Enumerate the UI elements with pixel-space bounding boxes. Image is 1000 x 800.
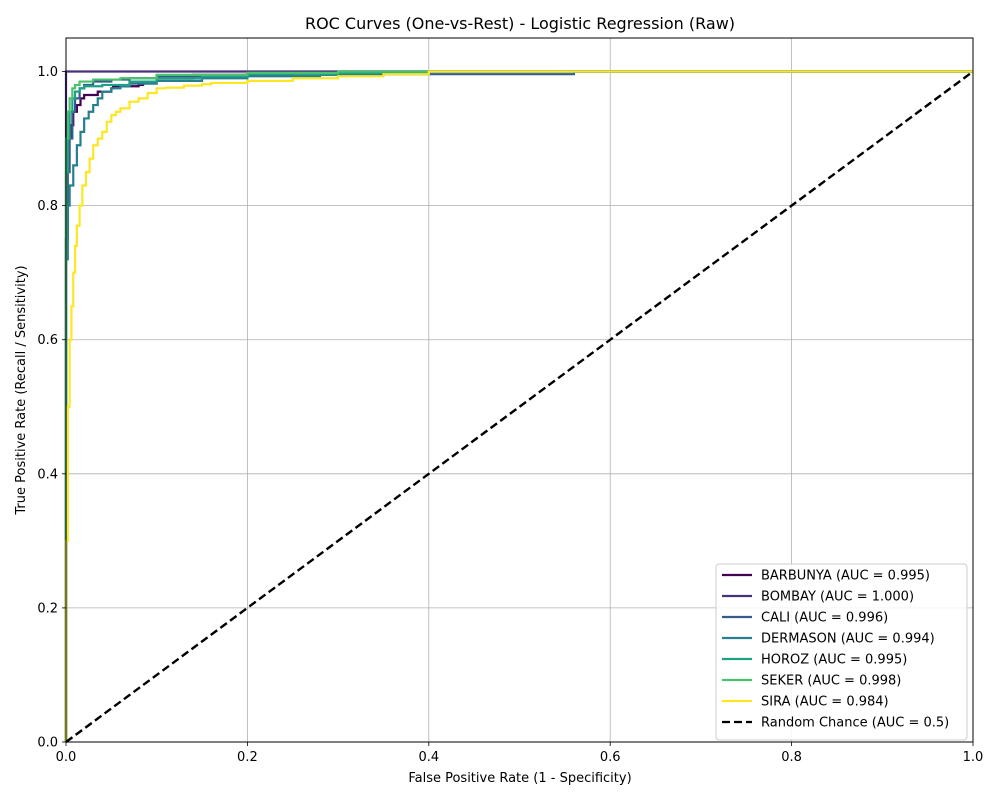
x-tick-label: 0.0 <box>56 750 77 765</box>
x-tick-label: 0.4 <box>418 750 439 765</box>
plot-frame <box>65 37 974 743</box>
legend-label: DERMASON (AUC = 0.994) <box>761 632 935 647</box>
series-line-6 <box>64 70 973 742</box>
y-tick-label: 0.8 <box>37 199 58 214</box>
legend-label: Random Chance (AUC = 0.5) <box>761 716 949 731</box>
y-tick-label: 0.4 <box>37 467 58 482</box>
y-tick-label: 0.6 <box>37 333 58 348</box>
legend-box <box>715 563 968 741</box>
series-line-3 <box>64 70 973 742</box>
series-line-7 <box>65 70 974 743</box>
grid <box>65 38 974 743</box>
y-axis-title: True Positive Rate (Recall / Sensitivity… <box>14 265 29 515</box>
axis-ticks: 0.0 0.2 0.4 0.6 0.8 1.0 0.0 0.2 0.4 0.6 0.8 1.0 <box>37 65 983 765</box>
chart-title: ROC Curves (One-vs-Rest) - Logistic Regr… <box>305 14 735 33</box>
x-axis-title: False Positive Rate (1 - Specificity) <box>408 771 631 786</box>
legend-label: BOMBAY (AUC = 1.000) <box>761 590 914 605</box>
x-tick-label: 0.6 <box>600 750 621 765</box>
y-tick-label: 1.0 <box>37 65 58 80</box>
legend-label: SIRA (AUC = 0.984) <box>761 695 889 710</box>
y-tick-label: 0.2 <box>37 601 58 616</box>
series-line-4 <box>64 70 973 742</box>
legend-label: BARBUNYA (AUC = 0.995) <box>761 569 930 584</box>
series-line-5 <box>64 70 973 742</box>
y-tick-label: 0.0 <box>37 736 58 751</box>
legend-label: HOROZ (AUC = 0.995) <box>761 653 907 668</box>
x-tick-label: 0.2 <box>237 750 258 765</box>
x-tick-label: 0.8 <box>781 750 802 765</box>
legend-label: CALI (AUC = 0.996) <box>761 611 888 626</box>
x-tick-label: 1.0 <box>963 750 984 765</box>
legend: BARBUNYA (AUC = 0.995) BOMBAY (AUC = 1.00… <box>715 563 968 741</box>
legend-label: SEKER (AUC = 0.998) <box>761 674 901 689</box>
